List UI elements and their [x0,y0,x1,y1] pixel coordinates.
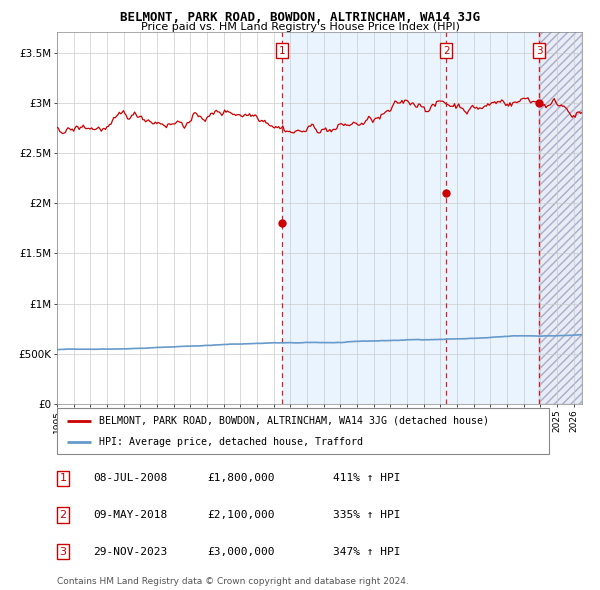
Text: HPI: Average price, detached house, Trafford: HPI: Average price, detached house, Traf… [99,437,363,447]
Text: 335% ↑ HPI: 335% ↑ HPI [333,510,401,520]
Text: 2: 2 [443,45,449,55]
Text: BELMONT, PARK ROAD, BOWDON, ALTRINCHAM, WA14 3JG: BELMONT, PARK ROAD, BOWDON, ALTRINCHAM, … [120,11,480,24]
Text: 3: 3 [536,45,542,55]
Text: Contains HM Land Registry data © Crown copyright and database right 2024.: Contains HM Land Registry data © Crown c… [57,577,409,586]
Text: 3: 3 [59,547,67,556]
FancyBboxPatch shape [57,408,549,454]
Text: 08-JUL-2008: 08-JUL-2008 [93,474,167,483]
Text: 29-NOV-2023: 29-NOV-2023 [93,547,167,556]
Text: £3,000,000: £3,000,000 [207,547,275,556]
Text: 1: 1 [279,45,286,55]
Text: 1: 1 [59,474,67,483]
Text: 2: 2 [59,510,67,520]
Bar [283,32,539,404]
Text: 347% ↑ HPI: 347% ↑ HPI [333,547,401,556]
Text: 09-MAY-2018: 09-MAY-2018 [93,510,167,520]
Text: £1,800,000: £1,800,000 [207,474,275,483]
Text: £2,100,000: £2,100,000 [207,510,275,520]
Text: 411% ↑ HPI: 411% ↑ HPI [333,474,401,483]
Bar [539,32,582,404]
Text: BELMONT, PARK ROAD, BOWDON, ALTRINCHAM, WA14 3JG (detached house): BELMONT, PARK ROAD, BOWDON, ALTRINCHAM, … [99,416,489,426]
Text: Price paid vs. HM Land Registry's House Price Index (HPI): Price paid vs. HM Land Registry's House … [140,22,460,32]
